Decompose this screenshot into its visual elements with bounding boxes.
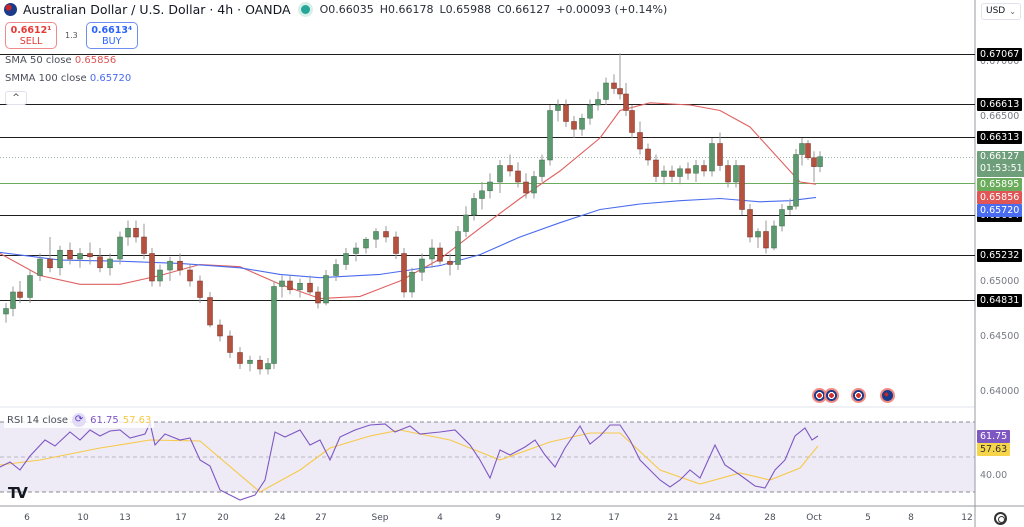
market-open-status-icon [300,5,310,14]
smma-value: 0.65720 [89,73,132,84]
time-axis-tick: 8 [908,513,914,523]
time-axis-tick: 12 [550,513,562,523]
ohlc-close: C0.66127 [497,3,551,16]
buy-label: BUY [102,36,122,47]
sma-legend[interactable]: SMA 50 close 0.65856 [5,55,116,66]
chevron-down-icon: ⌄ [1009,7,1016,16]
collapse-legend-button[interactable]: ^ [5,91,27,105]
rsi-lines [0,421,819,501]
current-price-tag: 0.66127 01:53:51 [977,151,1024,177]
sell-label: SELL [19,36,43,47]
time-axis-tick: 17 [608,513,620,523]
rsi-label: RSI 14 close [7,414,69,426]
sma-value: 0.65856 [74,55,117,66]
ohlc-open: O0.66035 [319,3,374,16]
price-axis-tick: 0.65000 [980,276,1020,287]
buy-button[interactable]: 0.6613⁴ BUY [85,22,138,49]
spread-value: 1.3 [65,31,78,40]
time-axis-tick: 24 [709,513,721,523]
level-price-tag: 0.66313 [977,130,1023,144]
smma-price-tag: 0.65720 [977,204,1023,217]
time-axis-tick: 13 [119,513,131,523]
rsi-value: 61.75 [90,414,119,426]
au-event-icon[interactable] [880,388,895,403]
time-axis-tick: 4 [437,513,443,523]
bar-countdown: 01:53:51 [980,163,1023,174]
trade-panel: 0.6612¹ SELL 1.3 0.6613⁴ BUY [5,22,138,49]
ohlc-change: +0.00093 (+0.14%) [556,3,668,16]
time-axis-tick: 27 [315,513,327,523]
chart-header: Australian Dollar / U.S. Dollar · 4h · O… [4,2,667,17]
time-axis-tick: 12 [961,513,973,523]
aud-usd-flag-icon [4,3,17,16]
price-axis-tick: 0.64000 [980,386,1020,397]
tradingview-logo[interactable]: TV [8,484,28,502]
time-axis-tick: 24 [274,513,286,523]
time-axis-tick: 5 [865,513,871,523]
ohlc-low: L0.65988 [439,3,492,16]
smma-label: SMMA 100 close [5,73,87,84]
rsi-ma-value-tag: 57.63 [977,443,1011,456]
price-axis-tick: 0.64500 [980,331,1020,342]
time-axis-tick: Sep [371,513,389,523]
symbol-title[interactable]: Australian Dollar / U.S. Dollar · 4h · O… [23,2,291,17]
time-axis-tick: Oct [806,513,822,523]
time-axis-tick: 10 [77,513,89,523]
smma-legend[interactable]: SMMA 100 close 0.65720 [5,73,131,84]
rsi-line [0,421,819,501]
candlesticks [3,53,823,375]
time-axis-tick: 28 [764,513,776,523]
price-axis-tick: 0.67000 [980,56,1020,67]
time-axis-tick: 21 [667,513,679,523]
au-event-icon[interactable] [824,388,839,403]
settings-gear-icon[interactable] [994,512,1007,525]
time-axis-tick: 9 [495,513,501,523]
time-axis-tick: 6 [24,513,30,523]
level-price-tag: 0.65232 [977,249,1023,263]
us-event-icon[interactable] [851,388,866,403]
level-price-tag: 0.66613 [977,97,1023,111]
price-axis-tick: 0.66500 [980,111,1020,122]
rsi-ma-line [0,429,819,493]
sync-icon[interactable]: ⟳ [72,413,87,427]
sell-button[interactable]: 0.6612¹ SELL [5,22,57,49]
rsi-axis-tick: 40.00 [980,470,1008,481]
sma-label: SMA 50 close [5,55,72,66]
currency-selector[interactable]: USD ⌄ [981,3,1021,20]
rsi-ma-value: 57.63 [122,414,152,426]
currency-value: USD [986,6,1006,16]
rsi-value-tag: 61.75 [977,430,1011,443]
time-axis-tick: 17 [175,513,187,523]
ohlc-high: H0.66178 [379,3,434,16]
level-price-tag: 0.64831 [977,293,1023,307]
time-axis-tick: 20 [217,513,229,523]
level-price-tag: 0.67067 [977,47,1023,61]
buy-price: 0.6613⁴ [91,25,133,36]
sma-50-line [0,102,817,300]
rsi-legend[interactable]: RSI 14 close ⟳ 61.75 57.63 [4,412,155,428]
sma-price-tag: 0.65856 [977,191,1023,204]
sell-price: 0.6612¹ [10,25,52,36]
green-level-tag: 0.65895 [977,178,1023,191]
moving-average-lines [0,102,817,300]
current-price: 0.66127 [980,151,1020,162]
horizontal-levels [0,54,975,301]
